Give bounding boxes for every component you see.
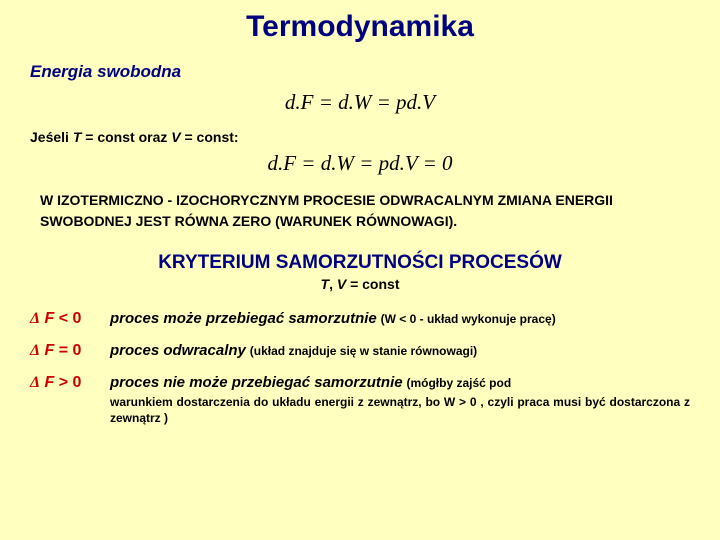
case-main: proces odwracalny — [110, 342, 246, 359]
criterion-heading: KRYTERIUM SAMORZUTNOŚCI PROCESÓW — [30, 252, 690, 274]
statement-text: W IZOTERMICZNO - IZOCHORYCZNYM PROCESIE … — [40, 190, 690, 232]
case-main: proces nie może przebiegać samorzutnie — [110, 374, 403, 391]
condition-text: Jeśeli T = const oraz V = const: — [30, 129, 690, 145]
case-row: Δ F = 0 proces odwracalny (układ znajduj… — [30, 342, 690, 360]
equation-1: d.F = d.W = pd.V — [30, 90, 690, 115]
case-main: proces może przebiegać samorzutnie — [110, 310, 377, 327]
case-rhs: proces nie może przebiegać samorzutnie (… — [110, 374, 690, 426]
case-lhs: Δ F < 0 — [30, 310, 110, 328]
case-row: Δ F < 0 proces może przebiegać samorzutn… — [30, 310, 690, 328]
page-title: Termodynamika — [30, 10, 690, 44]
tv-const: T, V = const — [30, 276, 690, 292]
case-sub: warunkiem dostarczenia do układu energii… — [110, 394, 690, 426]
section-subtitle: Energia swobodna — [30, 62, 690, 82]
case-lhs: Δ F > 0 — [30, 374, 110, 392]
case-lhs: Δ F = 0 — [30, 342, 110, 360]
case-paren: (mógłby zajść pod — [406, 376, 511, 390]
case-rhs: proces odwracalny (układ znajduje się w … — [110, 342, 690, 359]
case-paren: (W < 0 - układ wykonuje pracę) — [381, 312, 556, 326]
case-paren: (układ znajduje się w stanie równowagi) — [250, 344, 477, 358]
case-rhs: proces może przebiegać samorzutnie (W < … — [110, 310, 690, 327]
equation-2: d.F = d.W = pd.V = 0 — [30, 151, 690, 176]
case-row: Δ F > 0 proces nie może przebiegać samor… — [30, 374, 690, 426]
